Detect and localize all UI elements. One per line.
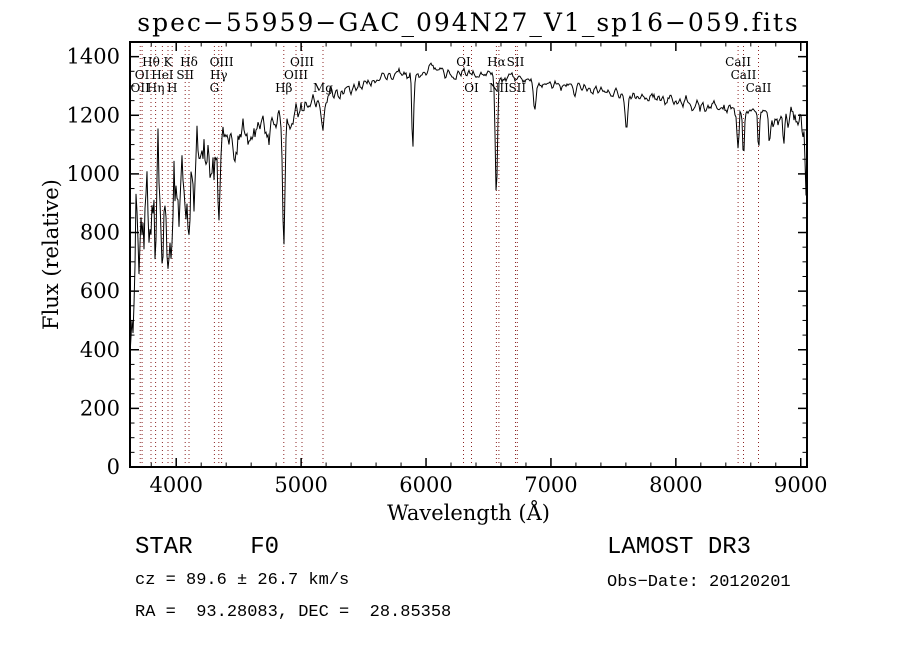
spectral-line-label: Mg [313,81,333,95]
y-tick-label: 1400 [67,45,120,69]
spectral-line-label: OIII [210,55,234,69]
axis-box [129,41,808,468]
x-tick-label: 7000 [524,473,577,497]
survey-text: LAMOST DR3 [607,534,752,561]
spectral-line-label: HeI [151,68,174,82]
redshift-text: cz = 89.6 ± 26.7 km/s [135,571,350,590]
coordinates-text: RA = 93.28083, DEC = 28.85358 [135,603,452,622]
spectral-line-label: OI [456,55,471,69]
spectral-line-label: SII [508,81,526,95]
spectral-line-label: OIII [290,55,314,69]
x-tick-label: 6000 [399,473,452,497]
y-tick-label: 1000 [67,162,120,186]
y-tick-label: 1200 [67,103,120,127]
spectral-line-label: OI [135,68,150,82]
x-tick-label: 9000 [774,473,827,497]
spectral-line-label: CaII [746,81,772,95]
spectral-line-label: OIII [284,68,308,82]
y-tick-label: 200 [80,396,120,420]
spectral-line-label: Hβ [275,81,292,95]
y-tick-label: 0 [107,455,120,479]
spectral-line-label: SII [176,68,194,82]
y-tick-label: 800 [80,221,120,245]
spectral-line-label: CaII [731,68,757,82]
x-tick-label: 5000 [274,473,327,497]
spectral-line-label: SII [507,55,525,69]
spectral-line-label: OII [131,81,151,95]
y-tick-label: 600 [80,279,120,303]
obs-date-text: Obs−Date: 20120201 [607,573,791,592]
object-class-text: STAR F0 [135,534,280,561]
x-tick-label: 8000 [649,473,702,497]
spectral-line-label: G [210,81,220,95]
spectral-line-label: Hγ [210,68,228,82]
x-tick-label: 4000 [149,473,202,497]
spectral-line-label: Hδ [180,55,198,69]
spectral-line-label: OI [464,81,479,95]
chart-title: spec−55959−GAC_094N27_V1_sp16−059.fits [137,8,800,37]
spectrum-line [129,62,808,355]
spectral-line-label: K [164,55,174,69]
y-axis-label: Flux (relative) [39,179,63,330]
spectral-line-label: CaII [725,55,751,69]
spectral-line-label: Hα [487,55,506,69]
spectral-line-label: Hθ [142,55,160,69]
x-axis-label: Wavelength (Å) [387,501,550,525]
spectral-line-label: NII [489,81,509,95]
y-tick-label: 400 [80,338,120,362]
spectral-line-label: Hη [147,81,165,95]
spectral-line-label: H [167,81,177,95]
